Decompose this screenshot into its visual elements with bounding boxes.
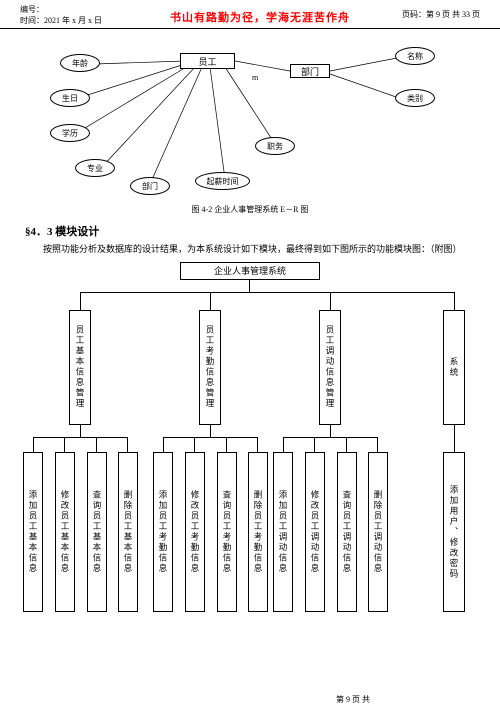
- er-caption: 图 4-2 企业人事管理系统 E－R 图: [0, 204, 500, 215]
- entity-employee: 员工: [180, 53, 235, 69]
- entity-department: 部门: [290, 64, 330, 78]
- leaf-a1: 添加员工基本信息: [23, 452, 43, 612]
- header-motto: 书山有路勤为径，学海无涯苦作舟: [150, 4, 370, 25]
- module-diagram: 企业人事管理系统 员工基本信息管理 员工考勤信息管理 员工调动信息管理 系统 添…: [15, 262, 485, 622]
- module-root: 企业人事管理系统: [180, 262, 320, 280]
- leaf-c1: 添加员工调动信息: [273, 452, 293, 612]
- leaf-b1: 添加员工考勤信息: [153, 452, 173, 612]
- relation-m: m: [252, 73, 258, 82]
- header-left: 编号： 时间：2021 年 x 月 x 日: [20, 4, 150, 26]
- section-para: 按照功能分析及数据库的设计结果，为本系统设计如下模块，最终得到如下图所示的功能模…: [25, 243, 475, 257]
- header-page: 页码：第 9 页 共 33 页: [370, 4, 480, 20]
- module-d: 系统: [443, 310, 465, 425]
- module-c: 员工调动信息管理: [319, 310, 341, 425]
- leaf-b4: 删除员工考勤信息: [248, 452, 268, 612]
- leaf-a4: 删除员工基本信息: [118, 452, 138, 612]
- leaf-b3: 查询员工考勤信息: [217, 452, 237, 612]
- leaf-c2: 修改员工调动信息: [305, 452, 325, 612]
- doc-id: 编号：: [20, 4, 150, 15]
- leaf-d1: 添加用户、修改密码: [443, 452, 465, 612]
- module-a: 员工基本信息管理: [69, 310, 91, 425]
- leaf-a3: 查询员工基本信息: [87, 452, 107, 612]
- leaf-c4: 删除员工调动信息: [368, 452, 388, 612]
- doc-time: 时间：2021 年 x 月 x 日: [20, 15, 150, 26]
- module-b: 员工考勤信息管理: [199, 310, 221, 425]
- leaf-b2: 修改员工考勤信息: [185, 452, 205, 612]
- footer-page: 第 9 页 共: [336, 694, 370, 705]
- page-header: 编号： 时间：2021 年 x 月 x 日 书山有路勤为径，学海无涯苦作舟 页码…: [0, 0, 500, 29]
- leaf-c3: 查询员工调动信息: [337, 452, 357, 612]
- leaf-a2: 修改员工基本信息: [55, 452, 75, 612]
- section-title: §4．3 模块设计: [25, 223, 475, 239]
- er-diagram: 员工 部门 m 年龄 生日 学历 专业 部门 起薪时间 职务 名称 类别: [20, 39, 480, 199]
